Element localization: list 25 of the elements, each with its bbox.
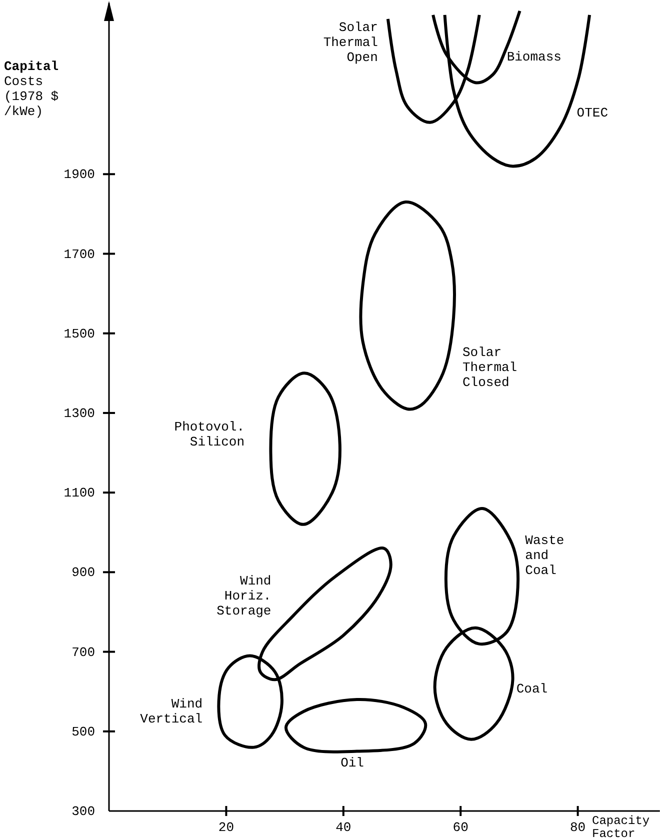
y-tick-label: 1300 (64, 406, 95, 421)
y-tick-label: 300 (72, 804, 95, 819)
series-label: Biomass (506, 50, 562, 65)
x-axis-title: Capacity Factor (592, 814, 650, 840)
y-axis-title: Capital Costs (1978 $ /kWe) (4, 59, 59, 119)
annotation: Wind Horiz. Storage (216, 573, 272, 618)
series-label: Solar Thermal Open (323, 20, 378, 65)
x-tick-label: 20 (218, 820, 234, 835)
x-tick-label: 60 (452, 820, 468, 835)
x-tick-label: 40 (336, 820, 352, 835)
y-tick-label: 700 (72, 644, 95, 660)
series-label: OTEC (576, 105, 608, 120)
y-tick-label: 1500 (64, 326, 95, 342)
y-tick-label: 500 (72, 724, 95, 740)
annotation: Photovol. Silicon (174, 419, 245, 450)
annotation: Solar Thermal Closed (462, 345, 518, 390)
y-tick-label: 1900 (64, 167, 95, 182)
y-tick-label: 1700 (64, 246, 95, 262)
y-tick-label: 1100 (64, 486, 95, 501)
x-tick-label: 80 (570, 820, 586, 835)
annotation: Coal (516, 682, 548, 697)
annotation: Oil (340, 755, 364, 770)
annotation: Waste and Coal (525, 533, 564, 578)
annotation: Wind Vertical (140, 696, 203, 727)
y-tick-label: 900 (72, 565, 95, 580)
